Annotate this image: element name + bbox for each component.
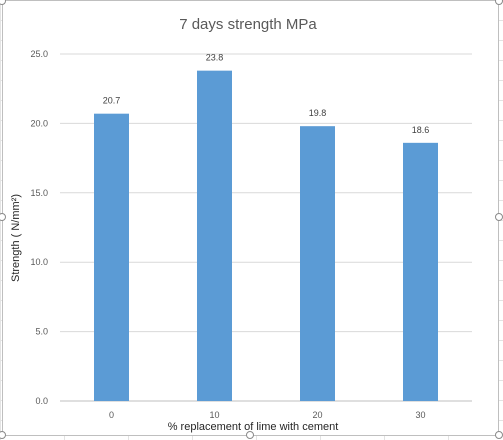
resize-handle-bottom-left[interactable] [0, 431, 6, 439]
x-tick-label: 10 [209, 410, 219, 420]
data-labels: 20.7 23.8 19.8 18.6 [103, 53, 430, 135]
data-label: 20.7 [103, 96, 121, 106]
data-label: 19.8 [309, 108, 327, 118]
bar [403, 142, 438, 401]
chart-title: 7 days strength MPa [179, 16, 317, 33]
y-axis-title: Strength ( N/mm²) [10, 194, 22, 282]
resize-handle-top-left[interactable] [0, 0, 6, 5]
y-tick-label: 20.0 [30, 118, 48, 128]
x-tick-label: 30 [415, 410, 425, 420]
bar [300, 126, 335, 402]
y-axis-ticks: 0.0 5.0 10.0 15.0 20.0 25.0 [30, 49, 48, 406]
data-label: 23.8 [206, 53, 224, 63]
y-tick-label: 15.0 [30, 188, 48, 198]
bar [94, 113, 129, 402]
x-tick-label: 20 [312, 410, 322, 420]
bar [197, 70, 232, 401]
y-tick-label: 0.0 [35, 396, 48, 406]
y-tick-label: 5.0 [35, 327, 48, 337]
resize-handle-bottom-center[interactable] [246, 431, 254, 439]
bar-series [94, 70, 438, 402]
x-tick-label: 0 [109, 410, 114, 420]
y-tick-label: 10.0 [30, 257, 48, 267]
resize-handle-middle-left[interactable] [0, 213, 6, 221]
x-axis-ticks: 0 10 20 30 [109, 410, 426, 420]
x-axis-title: % replacement of lime with cement [168, 421, 339, 433]
y-tick-label: 25.0 [30, 49, 48, 59]
data-label: 18.6 [412, 125, 430, 135]
